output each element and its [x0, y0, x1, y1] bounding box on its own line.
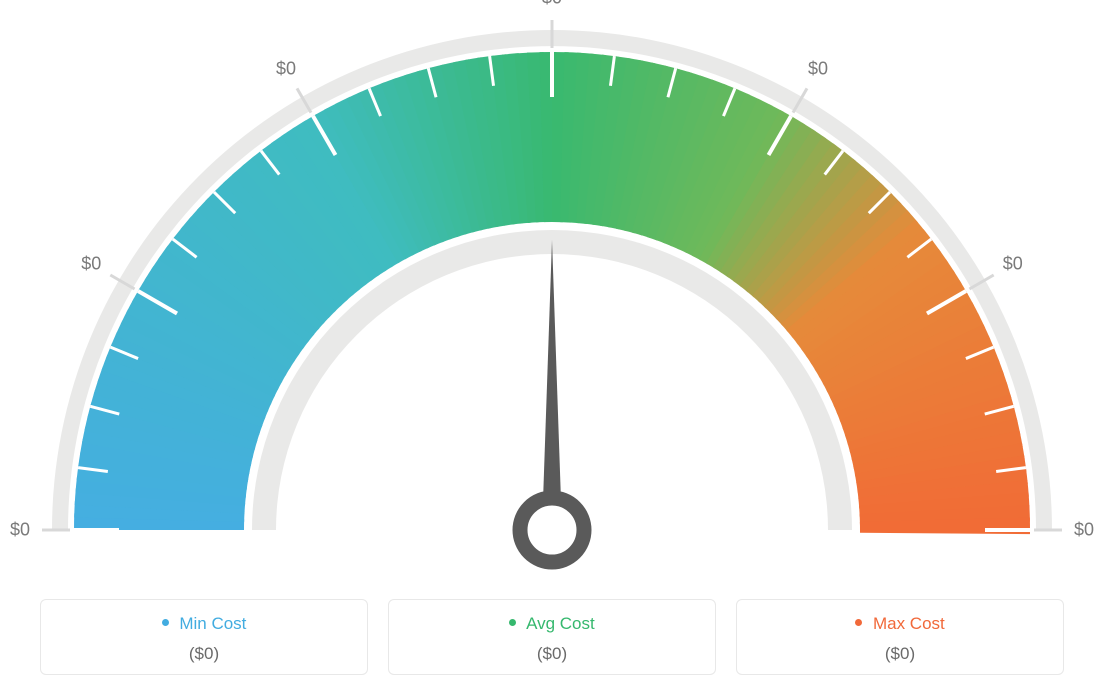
legend-title-min: Min Cost [51, 614, 357, 634]
legend-card-min: Min Cost ($0) [40, 599, 368, 675]
gauge-tick-label: $0 [808, 59, 828, 80]
legend-dot-min [162, 619, 169, 626]
legend-label-min: Min Cost [179, 614, 246, 633]
gauge-area: $0$0$0$0$0$0$0 [0, 10, 1104, 580]
legend-card-max: Max Cost ($0) [736, 599, 1064, 675]
legend-value-max: ($0) [747, 644, 1053, 664]
legend-label-avg: Avg Cost [526, 614, 595, 633]
gauge-tick-label: $0 [1003, 254, 1023, 275]
legend-dot-max [855, 619, 862, 626]
legend-value-min: ($0) [51, 644, 357, 664]
gauge-tick-label: $0 [1074, 520, 1094, 541]
gauge-tick-label: $0 [276, 59, 296, 80]
gauge-tick-label: $0 [10, 520, 30, 541]
legend-title-max: Max Cost [747, 614, 1053, 634]
gauge-svg [0, 10, 1104, 580]
gauge-tick-label: $0 [542, 0, 562, 9]
legend-card-avg: Avg Cost ($0) [388, 599, 716, 675]
legend-row: Min Cost ($0) Avg Cost ($0) Max Cost ($0… [40, 599, 1064, 675]
legend-dot-avg [509, 619, 516, 626]
cost-gauge-chart: $0 $0 $0 $0 $0 $0 $0 Min Cost ($0) Avg Cost ($… [0, 0, 1104, 690]
legend-value-avg: ($0) [399, 644, 705, 664]
gauge-tick-label: $0 [81, 254, 101, 275]
legend-title-avg: Avg Cost [399, 614, 705, 634]
legend-label-max: Max Cost [873, 614, 945, 633]
